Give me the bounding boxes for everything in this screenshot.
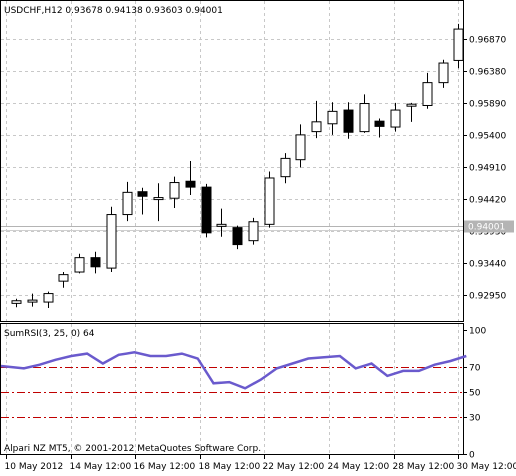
sumrsi-line bbox=[0, 351, 467, 390]
candle-body-up bbox=[216, 223, 227, 227]
candle-body-up bbox=[422, 82, 433, 106]
candle bbox=[122, 181, 133, 222]
x-tick-label: 28 May 12:00 bbox=[393, 462, 455, 472]
footer-text: Alpari NZ MT5, © 2001-2012 MetaQuotes So… bbox=[4, 444, 261, 454]
time-axis: 10 May 2012 14 May 12:00 16 May 12:00 18 Ma… bbox=[5, 455, 516, 472]
indicator-axis: 100 70 50 30 0 bbox=[463, 327, 486, 461]
candle-body-up bbox=[43, 293, 54, 303]
candle-body-down bbox=[201, 186, 212, 234]
x-tick-label: 30 May 12:00 bbox=[457, 462, 516, 472]
candle-body-up bbox=[74, 257, 85, 273]
y-tick-label: 0.95400 bbox=[469, 132, 506, 142]
price-label: 0.94001 bbox=[468, 223, 505, 233]
y-tick-label: 0.92950 bbox=[469, 292, 506, 302]
candles bbox=[11, 23, 464, 308]
y-tick-label: 100 bbox=[469, 327, 486, 337]
candle bbox=[90, 251, 101, 274]
indicator-title: SumRSI(3, 25, 0) 64 bbox=[4, 329, 95, 339]
indicator-frame bbox=[0, 323, 464, 455]
x-tick-label: 16 May 12:00 bbox=[134, 462, 196, 472]
candle bbox=[201, 183, 212, 238]
y-tick-label: 0.96380 bbox=[469, 68, 506, 78]
main-chart-frame bbox=[0, 0, 464, 322]
candle bbox=[106, 206, 117, 273]
candle-body-up bbox=[169, 182, 180, 199]
x-tick-label: 14 May 12:00 bbox=[70, 462, 132, 472]
candle-body-up bbox=[264, 177, 275, 225]
candle-body-up bbox=[311, 121, 322, 133]
y-tick-label: 0.93440 bbox=[469, 260, 506, 270]
candle bbox=[153, 183, 164, 222]
candle bbox=[390, 102, 401, 132]
x-tick-label: 24 May 12:00 bbox=[328, 462, 390, 472]
x-tick-label: 18 May 12:00 bbox=[199, 462, 261, 472]
candle-body-up bbox=[153, 197, 164, 201]
y-tick-label: 70 bbox=[469, 364, 481, 374]
candle bbox=[74, 253, 85, 274]
candle-body-down bbox=[90, 257, 101, 268]
y-tick-label: 30 bbox=[469, 414, 481, 424]
candle-body-down bbox=[137, 191, 148, 197]
candle bbox=[169, 176, 180, 209]
x-tick-label: 10 May 2012 bbox=[5, 462, 64, 472]
candle bbox=[280, 153, 291, 184]
candle-body-up bbox=[122, 191, 133, 216]
candle-body-down bbox=[185, 180, 196, 188]
candle-body-up bbox=[438, 62, 449, 84]
candle bbox=[264, 171, 275, 228]
candle bbox=[343, 102, 354, 139]
y-tick-label: 0.96870 bbox=[469, 36, 506, 46]
candle-body-up bbox=[390, 109, 401, 128]
candle-body-up bbox=[280, 157, 291, 178]
candle bbox=[137, 187, 148, 215]
indicator-levels bbox=[1, 367, 463, 418]
candle bbox=[185, 161, 196, 195]
candle bbox=[438, 59, 449, 88]
x-tick-label: 22 May 12:00 bbox=[263, 462, 325, 472]
candle bbox=[11, 298, 22, 308]
main-grid bbox=[1, 1, 463, 321]
indicator-grid bbox=[6, 324, 459, 454]
candle bbox=[311, 100, 322, 139]
y-tick-label: 0.94420 bbox=[469, 196, 506, 206]
candle bbox=[374, 118, 385, 138]
candle bbox=[43, 291, 54, 308]
candle-body-down bbox=[374, 120, 385, 127]
current-price-line: 0.94001 bbox=[1, 220, 514, 233]
candle bbox=[422, 72, 433, 109]
price-axis: 0.96870 0.96380 0.95890 0.95400 0.94910 0.944… bbox=[463, 36, 506, 302]
y-tick-label: 0.94910 bbox=[469, 164, 506, 174]
candle-body-down bbox=[232, 227, 243, 246]
candle bbox=[27, 293, 38, 307]
y-tick-label: 0 bbox=[469, 451, 475, 461]
candle bbox=[58, 272, 69, 288]
candle bbox=[216, 208, 227, 237]
candle bbox=[232, 225, 243, 250]
candle-body-up bbox=[453, 28, 464, 61]
y-tick-label: 50 bbox=[469, 389, 481, 399]
y-tick-label: 0.95890 bbox=[469, 100, 506, 110]
candle bbox=[327, 102, 338, 135]
candle-body-up bbox=[58, 274, 69, 282]
candle bbox=[248, 217, 259, 245]
candle bbox=[359, 94, 370, 133]
candle-body-up bbox=[295, 134, 306, 161]
candle bbox=[406, 102, 417, 122]
price-label-box bbox=[464, 220, 514, 233]
candle-body-up bbox=[248, 221, 259, 242]
candle bbox=[295, 124, 306, 168]
candle-body-up bbox=[11, 300, 22, 304]
candle-body-up bbox=[27, 299, 38, 303]
candle-body-up bbox=[406, 103, 417, 107]
candle-body-down bbox=[343, 109, 354, 133]
main-chart-title: USDCHF,H12 0.93678 0.94138 0.93603 0.940… bbox=[4, 6, 223, 16]
candle-body-up bbox=[106, 214, 117, 269]
candle-body-up bbox=[327, 110, 338, 125]
candle bbox=[453, 23, 464, 69]
candle-body-up bbox=[359, 103, 370, 133]
